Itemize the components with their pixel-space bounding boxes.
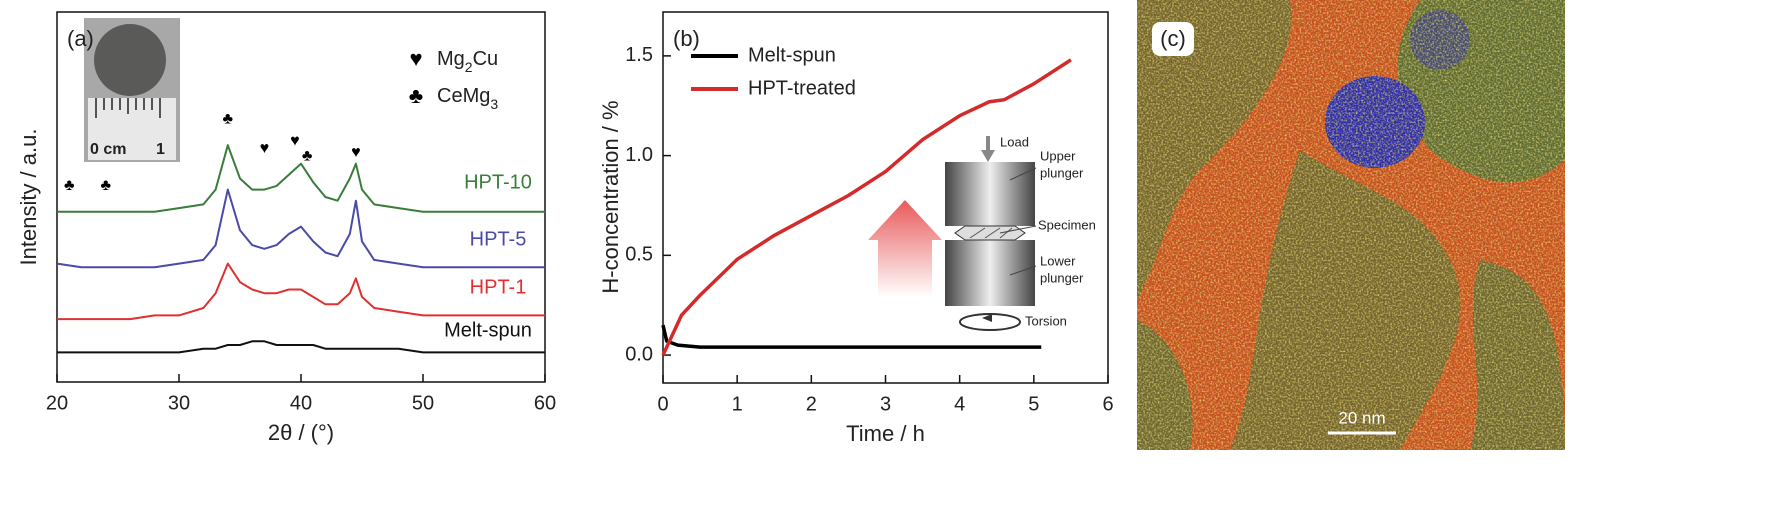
peak-marker: ♥ [290, 133, 300, 150]
y-tick-label: 0.5 [625, 244, 653, 266]
data-line [57, 144, 545, 213]
series-label: HPT-5 [470, 228, 527, 250]
panel-label: (c) [1160, 26, 1186, 51]
inset-label: Load [1000, 134, 1029, 149]
y-tick-label: 1.5 [625, 44, 653, 66]
x-tick-label: 0 [657, 393, 668, 415]
x-tick-label: 1 [732, 393, 743, 415]
x-tick-label: 2 [806, 393, 817, 415]
x-tick-label: 40 [290, 392, 312, 414]
inset-label: 1 [156, 141, 165, 158]
peak-marker: ♥ [351, 144, 361, 161]
legend-symbol: ♥ [409, 46, 422, 71]
x-axis-label: 2θ / (°) [268, 420, 334, 445]
legend-label: Melt-spun [748, 44, 836, 66]
inset-label: Specimen [1038, 217, 1096, 232]
series-label: HPT-10 [464, 171, 532, 193]
y-tick-label: 0.0 [625, 343, 653, 365]
x-tick-label: 20 [46, 392, 68, 414]
micrograph: (c) 20 nm [1137, 0, 1565, 450]
inset-label: Torsion [1025, 313, 1067, 328]
inset-label: 0 cm [90, 141, 126, 158]
panel-label: (b) [673, 26, 700, 51]
data-line [661, 58, 1072, 356]
x-tick-label: 3 [880, 393, 891, 415]
data-line [57, 340, 545, 354]
data-line [57, 262, 545, 321]
peak-marker: ♣ [64, 177, 75, 194]
peak-marker: ♣ [101, 177, 112, 194]
x-tick-label: 60 [534, 392, 556, 414]
peak-marker: ♥ [260, 140, 270, 157]
data-line [56, 188, 545, 269]
inset-label: Upper [1040, 148, 1076, 163]
peak-marker: ♣ [223, 111, 234, 128]
legend-symbol: ♣ [409, 83, 423, 108]
series-label: HPT-1 [470, 276, 527, 298]
inset-label: plunger [1040, 270, 1084, 285]
hpt-schematic [868, 132, 1105, 332]
inset-label: plunger [1040, 165, 1084, 180]
inset-photo: 0 cm 1 [84, 18, 180, 162]
x-tick-label: 4 [954, 393, 965, 415]
legend-label: Mg2Cu [437, 48, 498, 74]
y-axis-label: Intensity / a.u. [16, 129, 41, 266]
x-tick-label: 30 [168, 392, 190, 414]
y-tick-label: 1.0 [625, 144, 653, 166]
inset-label: Lower [1040, 253, 1076, 268]
y-axis-label: H-concentration / % [598, 100, 623, 293]
series-label: Melt-spun [444, 319, 532, 341]
x-axis-label: Time / h [846, 421, 925, 446]
legend-label: HPT-treated [748, 77, 856, 99]
x-tick-label: 50 [412, 392, 434, 414]
x-tick-label: 5 [1028, 393, 1039, 415]
scale-bar-label: 20 nm [1338, 408, 1385, 427]
peak-marker: ♣ [302, 148, 313, 165]
x-tick-label: 6 [1102, 393, 1113, 415]
legend-label: CeMg3 [437, 85, 498, 111]
panel-label: (a) [67, 26, 94, 51]
